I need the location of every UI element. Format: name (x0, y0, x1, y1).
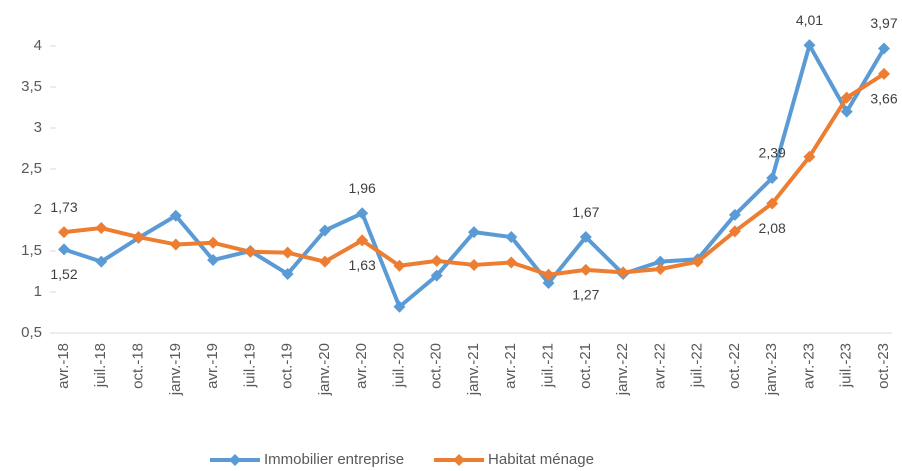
data-label: 3,97 (870, 15, 897, 31)
marker (766, 197, 779, 210)
y-tick-label: 0,5 (21, 324, 42, 341)
marker (132, 231, 145, 244)
y-tick-label: 3,5 (21, 78, 42, 95)
x-tick-label: oct.-20 (428, 343, 445, 389)
x-tick-label: oct.-23 (875, 343, 892, 389)
x-tick-label: janv.-20 (316, 343, 333, 396)
marker (244, 245, 257, 258)
x-tick-label: juil.-19 (241, 343, 258, 388)
marker (579, 263, 592, 276)
marker (95, 255, 108, 268)
marker (840, 91, 853, 104)
data-label: 2,39 (759, 145, 786, 161)
y-tick-label: 2 (34, 201, 42, 218)
marker (654, 255, 667, 268)
x-tick-label: oct.-19 (279, 343, 296, 389)
x-tick-label: oct.-22 (726, 343, 743, 389)
data-label: 1,67 (572, 204, 599, 220)
legend-marker (453, 454, 466, 466)
marker (468, 226, 480, 239)
marker (356, 234, 369, 247)
y-tick-label: 2,5 (21, 160, 42, 177)
marker (207, 236, 220, 249)
x-tick-label: juil.-23 (838, 343, 855, 388)
marker (58, 243, 70, 256)
data-label: 4,01 (796, 12, 823, 28)
marker (468, 258, 480, 271)
x-tick-label: janv.-21 (465, 343, 482, 396)
x-tick-label: avr.-18 (55, 343, 72, 389)
x-tick-label: avr.-23 (800, 343, 817, 389)
data-label: 1,63 (349, 257, 376, 273)
x-tick-label: janv.-22 (614, 343, 631, 396)
x-tick-label: avr.-20 (353, 343, 370, 389)
x-tick-label: juil.-21 (540, 343, 557, 388)
data-label: 1,27 (572, 287, 599, 303)
marker (878, 42, 890, 55)
marker (393, 259, 406, 272)
x-tick-label: avr.-22 (651, 343, 668, 389)
x-tick-label: avr.-19 (204, 343, 221, 389)
marker (207, 254, 220, 267)
marker (766, 172, 779, 185)
marker (579, 231, 592, 244)
y-tick-label: 4 (34, 37, 42, 54)
marker (728, 225, 741, 238)
marker (281, 246, 294, 259)
marker (58, 226, 70, 239)
marker (318, 255, 331, 268)
data-label: 2,08 (759, 220, 786, 236)
legend-label: Immobilier entreprise (264, 451, 404, 468)
marker (617, 266, 630, 279)
marker (95, 222, 108, 235)
marker (169, 209, 182, 222)
x-tick-label: oct.-21 (577, 343, 594, 389)
marker (430, 269, 443, 282)
marker (430, 254, 443, 267)
data-label: 1,73 (50, 199, 77, 215)
x-tick-label: juil.-22 (689, 343, 706, 388)
x-tick-label: avr.-21 (502, 343, 519, 389)
marker (393, 300, 406, 313)
y-tick-label: 3 (34, 119, 42, 136)
marker (691, 255, 704, 268)
marker (878, 67, 890, 80)
marker (803, 150, 816, 163)
marker (728, 208, 741, 221)
x-tick-label: janv.-19 (167, 343, 184, 396)
marker (505, 231, 518, 244)
x-tick-label: janv.-23 (763, 343, 780, 396)
marker (281, 267, 294, 280)
marker (542, 276, 555, 289)
x-tick-label: oct.-18 (130, 343, 147, 389)
marker (542, 268, 555, 281)
legend-label: Habitat ménage (488, 451, 594, 468)
y-tick-label: 1 (34, 283, 42, 300)
marker (803, 39, 816, 52)
marker (505, 256, 518, 269)
data-label: 3,66 (870, 91, 897, 107)
marker (169, 238, 182, 251)
data-label: 1,52 (50, 266, 77, 282)
legend-marker (229, 454, 241, 466)
data-label: 1,96 (349, 180, 376, 196)
marker (840, 105, 853, 118)
marker (356, 207, 369, 220)
y-tick-label: 1,5 (21, 242, 42, 259)
line (63, 72, 886, 277)
marker (654, 263, 667, 276)
x-tick-label: juil.-20 (390, 343, 407, 388)
marker (318, 224, 331, 237)
x-tick-label: juil.-18 (92, 343, 109, 388)
